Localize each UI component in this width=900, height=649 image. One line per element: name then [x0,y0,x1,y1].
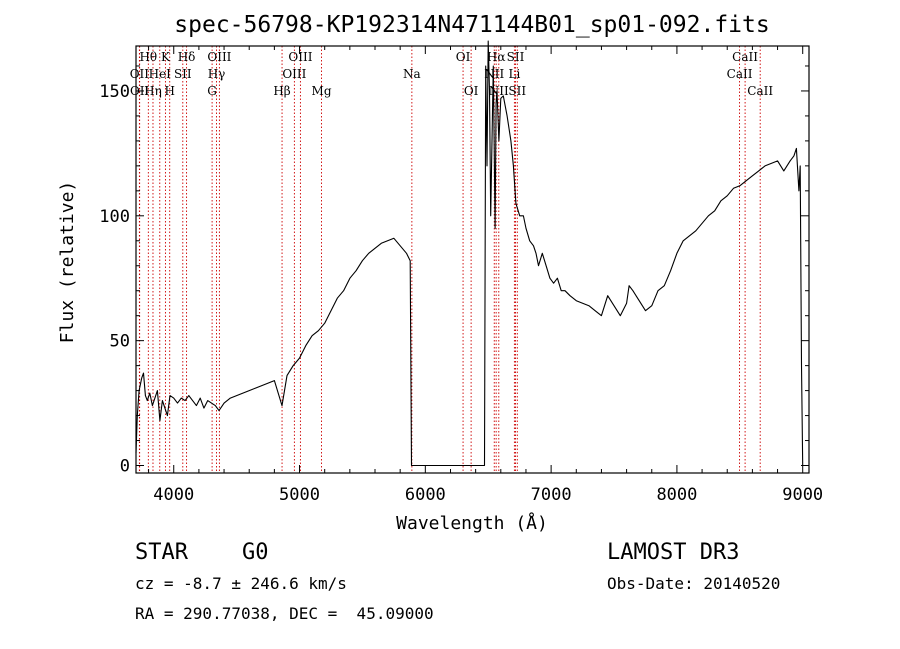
spectral-line-label: CaII [747,84,773,98]
x-tick-label: 6000 [405,485,446,505]
y-tick-label: 100 [99,207,130,227]
spectral-line-label: G [207,84,217,98]
spectral-line-label: OIII [288,50,312,64]
flux-line [135,40,804,467]
x-axis-label: Wavelength (Å) [396,512,548,534]
spectral-line-label: Hθ [139,50,157,64]
spectral-line-markers [138,46,761,473]
spectral-line-label: OI [456,50,471,64]
plot-frame [135,45,810,474]
spectral-line-label: Na [403,67,421,81]
spectral-line-label: SII [507,50,525,64]
object-class: STAR [135,540,188,565]
spectral-line-label: SII [508,84,526,98]
x-tick-label: 5000 [279,485,320,505]
spectral-line-label: OIII [207,50,231,64]
spectral-line-label: SII [174,67,192,81]
x-tick-label: 7000 [531,485,572,505]
spectral-line-label: Hη [144,84,162,98]
spectral-line-label: OII [130,67,150,81]
y-tick-label: 50 [110,332,130,352]
x-tick-label: 9000 [782,485,823,505]
y-tick-label: 150 [99,82,130,102]
spectral-line-label: Mg [312,84,332,98]
spectral-line-label: CaII [732,50,758,64]
spectral-line-label: CaII [727,67,753,81]
observation-date: Obs-Date: 20140520 [607,574,781,593]
spectral-line-label: Hα [487,50,506,64]
spectral-line-label: H [164,84,174,98]
y-axis-label: Flux (relative) [57,181,78,344]
spectral-line-label: HeI [149,67,172,81]
object-subclass: G0 [242,540,269,565]
y-axis-ticks: 0 50 100 150 [99,65,809,477]
x-tick-label: 4000 [153,485,194,505]
spectral-line-label: Hγ [208,67,226,81]
spectral-line-label: Hδ [178,50,196,64]
spectral-line-label: Li [508,67,520,81]
flux-series [135,40,804,467]
x-axis-ticks: 4000 5000 6000 7000 8000 9000 [148,46,823,505]
spectral-line-label: NII [489,84,509,98]
y-tick-label: 0 [120,457,130,477]
redshift-value: cz = -8.7 ± 246.6 km/s [135,574,347,593]
spectral-line-label: OIII [282,67,306,81]
survey-name: LAMOST DR3 [607,540,740,565]
chart-title: spec-56798-KP192314N471144B01_sp01-092.f… [174,12,769,38]
spectral-line-label: OI [464,84,479,98]
spectral-line-label: Hβ [273,84,290,98]
x-tick-label: 8000 [656,485,697,505]
coordinates: RA = 290.77038, DEC = 45.09000 [135,604,434,623]
spectral-line-label: K [161,50,171,64]
